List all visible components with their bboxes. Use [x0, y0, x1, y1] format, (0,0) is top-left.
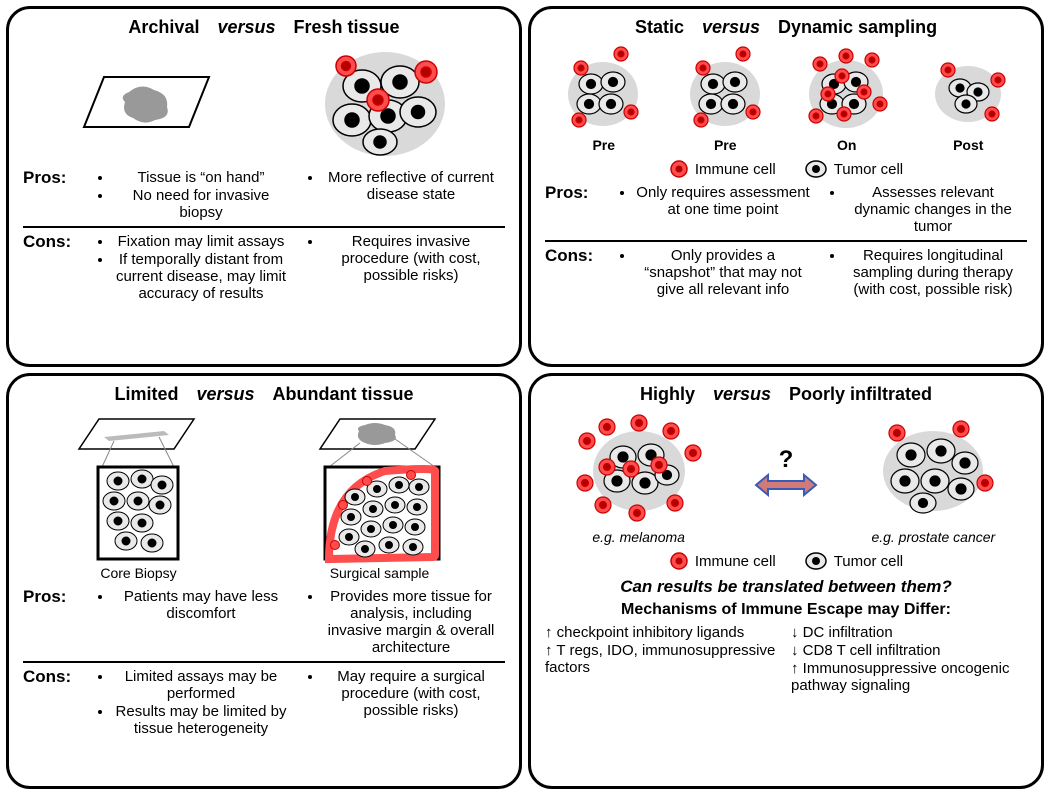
right-mechanisms: ↓ DC infiltration ↓ CD8 T cell infiltrat…: [791, 623, 1027, 695]
panel-d-left-title: Highly: [640, 384, 695, 405]
panel-b-cons-row: Cons: Only provides a “snapshot” that ma…: [545, 246, 1027, 299]
mechanisms-row: ↑ checkpoint inhibitory ligands ↑ T regs…: [545, 623, 1027, 695]
panel-limited-vs-abundant: Limited versus Abundant tissue: [6, 373, 522, 789]
legend-immune: Immune cell: [669, 159, 776, 179]
panel-c-right-cons: May require a surgical procedure (with c…: [301, 668, 499, 719]
timepoint-pre-2: Pre: [673, 42, 778, 153]
panel-d-title-row: Highly versus Poorly infiltrated: [545, 384, 1027, 405]
panel-c-left-title: Limited: [114, 384, 178, 405]
panel-b-right-pros: Assesses relevant dynamic changes in the…: [823, 184, 1021, 235]
left-mechanisms: ↑ checkpoint inhibitory ligands ↑ T regs…: [545, 623, 781, 695]
panel-a-right-pros: More reflective of current disease state: [301, 169, 499, 203]
pros-label: Pros:: [545, 183, 607, 203]
legend-immune: Immune cell: [669, 551, 776, 571]
archival-slide-icon: [59, 52, 229, 152]
panel-a-left-title: Archival: [128, 17, 199, 38]
divider: [23, 661, 505, 663]
panel-a-illustration: [23, 42, 505, 162]
panel-d-legend: Immune cell Tumor cell: [545, 551, 1027, 571]
panel-a-right-cons: Requires invasive procedure (with cost, …: [301, 233, 499, 284]
panel-d-right-title: Poorly infiltrated: [789, 384, 932, 405]
panel-c-left-pros: Patients may have less discomfort: [91, 588, 289, 622]
panel-b-legend: Immune cell Tumor cell: [545, 159, 1027, 179]
panel-c-right-title: Abundant tissue: [273, 384, 414, 405]
panel-b-left-title: Static: [635, 17, 684, 38]
pros-label: Pros:: [23, 168, 85, 188]
highly-infiltrated-illus: e.g. melanoma: [559, 409, 719, 545]
core-biopsy-illus: Core Biopsy: [54, 409, 224, 581]
panel-static-vs-dynamic: Static versus Dynamic sampling Pre Pre: [528, 6, 1044, 367]
versus-label: versus: [217, 17, 275, 38]
panel-d-illustration: e.g. melanoma ?: [545, 409, 1027, 545]
surgical-sample-illus: Surgical sample: [285, 409, 475, 581]
panel-b-left-cons: Only provides a “snapshot” that may not …: [613, 247, 811, 298]
panel-highly-vs-poorly: Highly versus Poorly infiltrated: [528, 373, 1044, 789]
legend-tumor: Tumor cell: [804, 551, 903, 571]
svg-text:?: ?: [779, 447, 794, 473]
panel-c-cons-row: Cons: Limited assays may be performedRes…: [23, 667, 505, 738]
panel-a-pros-row: Pros: Tissue is “on hand”No need for inv…: [23, 168, 505, 222]
question-arrow-icon: ?: [746, 447, 826, 507]
panel-c-right-pros: Provides more tissue for analysis, inclu…: [301, 588, 499, 656]
panel-b-right-title: Dynamic sampling: [778, 17, 937, 38]
divider: [23, 226, 505, 228]
mechanisms-subhead: Mechanisms of Immune Escape may Differ:: [545, 601, 1027, 619]
timepoint-post: Post: [916, 42, 1021, 153]
panel-a-right-title: Fresh tissue: [294, 17, 400, 38]
panel-a-cons-row: Cons: Fixation may limit assaysIf tempor…: [23, 232, 505, 303]
pros-label: Pros:: [23, 587, 85, 607]
cons-label: Cons:: [23, 667, 85, 687]
cons-label: Cons:: [23, 232, 85, 252]
translation-question: Can results be translated between them?: [545, 577, 1027, 597]
versus-label: versus: [196, 384, 254, 405]
panel-b-right-cons: Requires longitudinal sampling during th…: [823, 247, 1021, 298]
versus-label: versus: [713, 384, 771, 405]
panel-b-illustration: Pre Pre: [545, 42, 1027, 153]
panel-a-left-cons: Fixation may limit assaysIf temporally d…: [91, 233, 289, 302]
panel-a-left-pros: Tissue is “on hand”No need for invasive …: [91, 169, 289, 221]
fresh-tissue-icon: [300, 42, 470, 162]
panel-c-illustration: Core Biopsy: [23, 409, 505, 581]
infographic-grid: Archival versus Fresh tissue: [6, 6, 1044, 789]
timepoint-pre-1: Pre: [551, 42, 656, 153]
versus-label: versus: [702, 17, 760, 38]
panel-b-pros-row: Pros: Only requires assessment at one ti…: [545, 183, 1027, 236]
panel-a-title-row: Archival versus Fresh tissue: [23, 17, 505, 38]
timepoint-on: On: [794, 42, 899, 153]
panel-archival-vs-fresh: Archival versus Fresh tissue: [6, 6, 522, 367]
panel-c-left-cons: Limited assays may be performedResults m…: [91, 668, 289, 737]
divider: [545, 240, 1027, 242]
panel-b-left-pros: Only requires assessment at one time poi…: [613, 184, 811, 218]
cons-label: Cons:: [545, 246, 607, 266]
panel-c-title-row: Limited versus Abundant tissue: [23, 384, 505, 405]
panel-b-title-row: Static versus Dynamic sampling: [545, 17, 1027, 38]
poorly-infiltrated-illus: e.g. prostate cancer: [853, 409, 1013, 545]
panel-c-pros-row: Pros: Patients may have less discomfort …: [23, 587, 505, 657]
legend-tumor: Tumor cell: [804, 159, 903, 179]
